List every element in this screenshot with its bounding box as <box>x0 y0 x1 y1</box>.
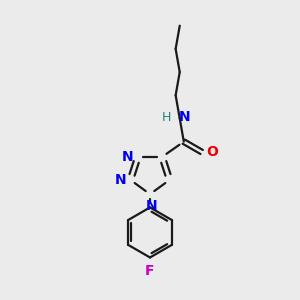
Text: N: N <box>146 199 157 213</box>
Text: F: F <box>145 264 155 278</box>
Text: N: N <box>122 150 134 164</box>
Text: H: H <box>161 110 171 124</box>
Text: N: N <box>114 173 126 187</box>
Text: N: N <box>178 110 190 124</box>
Text: O: O <box>206 145 218 159</box>
